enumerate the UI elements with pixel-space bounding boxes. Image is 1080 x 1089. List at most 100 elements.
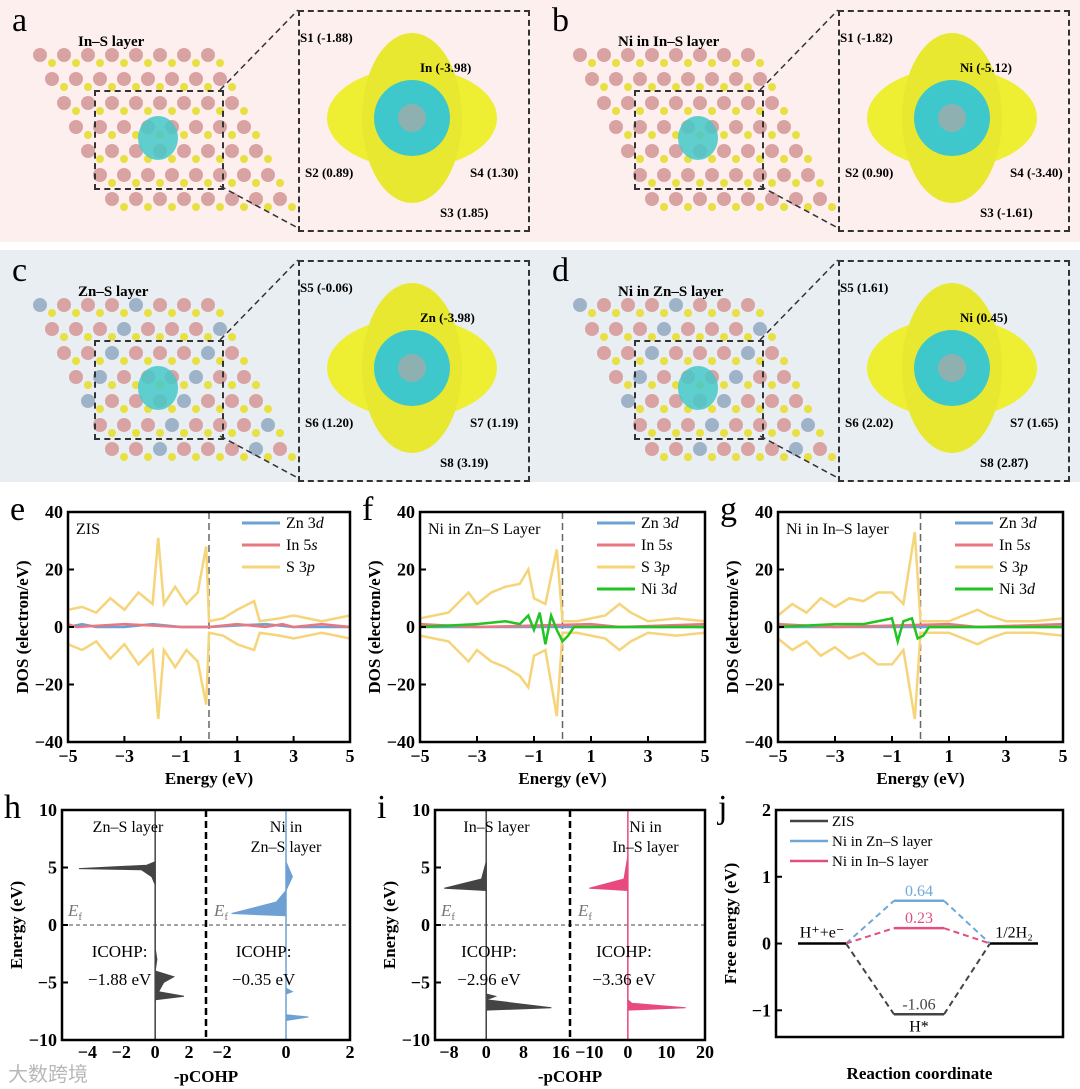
- x-tick-label: 16: [552, 1042, 570, 1062]
- y-tick-label: 10: [39, 800, 57, 820]
- atom: [117, 72, 131, 86]
- series-line-Ni-3d: [419, 611, 705, 645]
- sulfur-atom: [612, 59, 620, 67]
- y-axis-label: DOS (electron/eV): [365, 560, 384, 693]
- x-tick-label: −1: [524, 746, 543, 766]
- legend-orbital: d: [671, 515, 680, 532]
- sulfur-atom: [132, 83, 140, 91]
- atom: [105, 394, 119, 408]
- sulfur-atom: [684, 357, 692, 365]
- chart-j: -1.06 0.64 0.23 H⁺+e⁻ H* 1/2H₂ ZIS Ni in Zn–S l…: [717, 789, 1065, 1083]
- sulfur-atom: [696, 429, 704, 437]
- sulfur-atom: [660, 59, 668, 67]
- atom: [189, 370, 203, 384]
- sulfur-atom: [216, 453, 224, 461]
- atom: [225, 192, 239, 206]
- sulfur-atom: [180, 131, 188, 139]
- atom: [729, 168, 743, 182]
- icohp-label: −0.35 eV: [232, 970, 296, 989]
- sulfur-atom: [672, 381, 680, 389]
- atom: [201, 96, 215, 110]
- sulfur-atom: [216, 309, 224, 317]
- panel-letter: i: [377, 789, 386, 826]
- x-tick-label: −1: [171, 746, 190, 766]
- zoom-region-box: [634, 90, 764, 190]
- sulfur-atom: [216, 203, 224, 211]
- sulfur-atom: [744, 131, 752, 139]
- panel-letter: j: [717, 789, 727, 826]
- atom: [585, 322, 599, 336]
- atom: [657, 168, 671, 182]
- atom: [273, 442, 287, 456]
- sulfur-atom: [264, 155, 272, 163]
- lattice-illustration: [33, 9, 497, 229]
- charge-density: [138, 366, 178, 410]
- sulfur-atom: [804, 155, 812, 163]
- atom: [705, 168, 719, 182]
- central-atom: [938, 104, 966, 132]
- atom: [93, 322, 107, 336]
- sulfur-atom: [120, 203, 128, 211]
- panel-letter: e: [10, 491, 25, 528]
- x-tick-label: 5: [346, 746, 355, 766]
- atom: [693, 96, 707, 110]
- atom: [597, 346, 611, 360]
- sulfur-atom: [828, 203, 836, 211]
- atom: [141, 418, 155, 432]
- x-tick-label: −2: [212, 1042, 231, 1062]
- y-tick-label: 40: [397, 502, 415, 522]
- atom: [153, 442, 167, 456]
- sulfur-atom: [144, 107, 152, 115]
- atom: [153, 96, 167, 110]
- zoom-inset: [298, 10, 530, 232]
- sulfur-atom: [720, 333, 728, 341]
- panel-title: Ni in In–S layer: [618, 34, 720, 50]
- legend-label: Zn 3d: [999, 515, 1038, 532]
- sulfur-atom: [744, 381, 752, 389]
- legend-label: In 5s: [286, 537, 318, 554]
- x-tick-label: −1: [882, 746, 901, 766]
- chart-i: −8 0 8 16 In–S layer ICOHP: −2.96 eV Ef −10 0 10 20…: [377, 789, 714, 1086]
- legend-label: Ni 3d: [999, 581, 1036, 598]
- sulfur-atom: [204, 83, 212, 91]
- sulfur-atom: [636, 155, 644, 163]
- structure-panel-d: d Ni in Zn–S layer S5 (1.61) Ni (0.45) S6 …: [540, 250, 1080, 492]
- atom: [741, 48, 755, 62]
- atom: [93, 418, 107, 432]
- sulfur-atom: [648, 429, 656, 437]
- icohp-label: −2.96 eV: [457, 970, 521, 989]
- zoom-line: [219, 185, 299, 229]
- atom: [141, 322, 155, 336]
- atom: [741, 192, 755, 206]
- sulfur-atom: [732, 59, 740, 67]
- sulfur-atom: [792, 179, 800, 187]
- sulfur-atom: [792, 131, 800, 139]
- atom: [693, 298, 707, 312]
- sulfur-atom: [732, 357, 740, 365]
- sulfur-atom: [648, 131, 656, 139]
- atom: [633, 418, 647, 432]
- sulfur-atom: [648, 333, 656, 341]
- atom: [693, 346, 707, 360]
- atom: [177, 192, 191, 206]
- atom: [633, 120, 647, 134]
- sulfur-atom: [768, 381, 776, 389]
- atom: [645, 48, 659, 62]
- legend-orbital: d: [1029, 515, 1038, 532]
- sulfur-atom: [228, 131, 236, 139]
- sulfur-atom: [660, 357, 668, 365]
- sulfur-atom: [672, 179, 680, 187]
- sulfur-atom: [672, 83, 680, 91]
- sulfur-atom: [708, 107, 716, 115]
- atom: [621, 48, 635, 62]
- x-tick-label: 2: [346, 1042, 355, 1062]
- atom: [729, 322, 743, 336]
- sulfur-atom: [756, 203, 764, 211]
- atom: [753, 72, 767, 86]
- atom: [153, 192, 167, 206]
- atom: [633, 168, 647, 182]
- atom: [237, 418, 251, 432]
- pcohp-area: [78, 861, 185, 1040]
- sulfur-atom: [72, 309, 80, 317]
- atom: [249, 144, 263, 158]
